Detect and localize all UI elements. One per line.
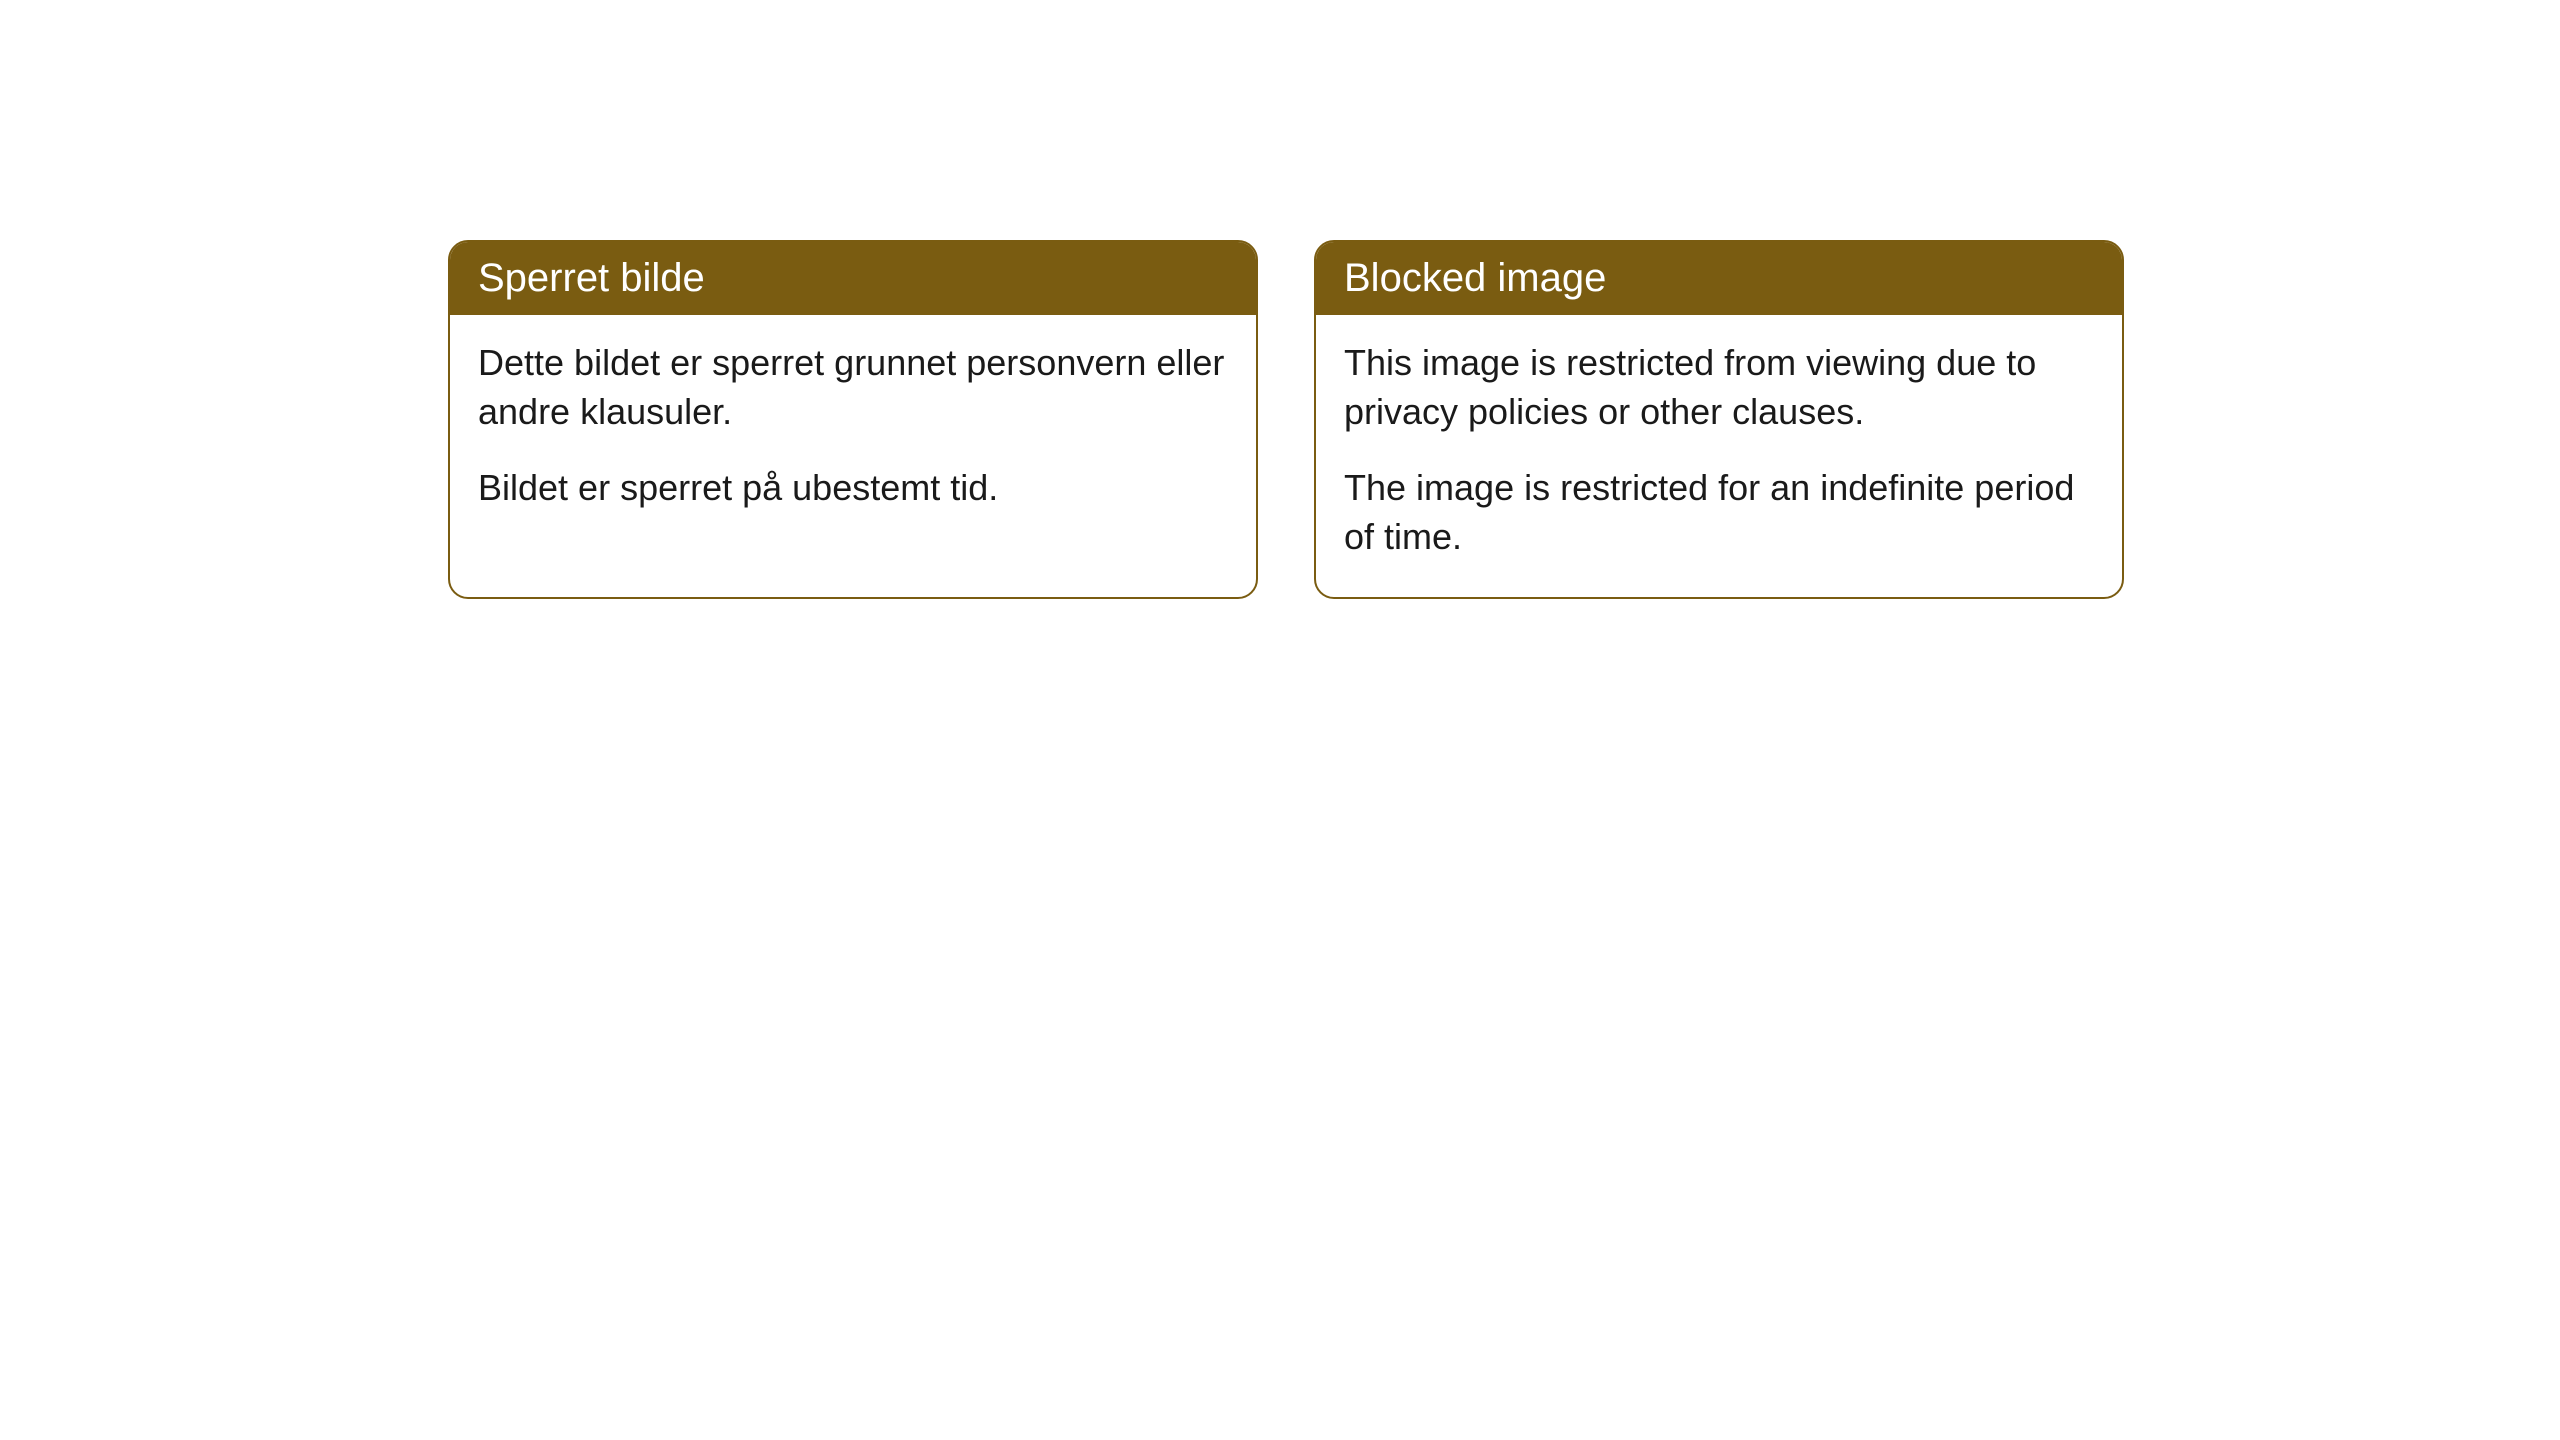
card-body: This image is restricted from viewing du… xyxy=(1316,315,2122,597)
notice-card-english: Blocked image This image is restricted f… xyxy=(1314,240,2124,599)
card-title: Blocked image xyxy=(1344,256,1606,300)
card-title: Sperret bilde xyxy=(478,256,705,300)
notice-card-norwegian: Sperret bilde Dette bildet er sperret gr… xyxy=(448,240,1258,599)
card-header: Sperret bilde xyxy=(450,242,1256,315)
card-paragraph: This image is restricted from viewing du… xyxy=(1344,339,2094,436)
card-paragraph: Dette bildet er sperret grunnet personve… xyxy=(478,339,1228,436)
card-paragraph: Bildet er sperret på ubestemt tid. xyxy=(478,464,1228,513)
notice-cards-container: Sperret bilde Dette bildet er sperret gr… xyxy=(448,240,2124,599)
card-body: Dette bildet er sperret grunnet personve… xyxy=(450,315,1256,549)
card-header: Blocked image xyxy=(1316,242,2122,315)
card-paragraph: The image is restricted for an indefinit… xyxy=(1344,464,2094,561)
